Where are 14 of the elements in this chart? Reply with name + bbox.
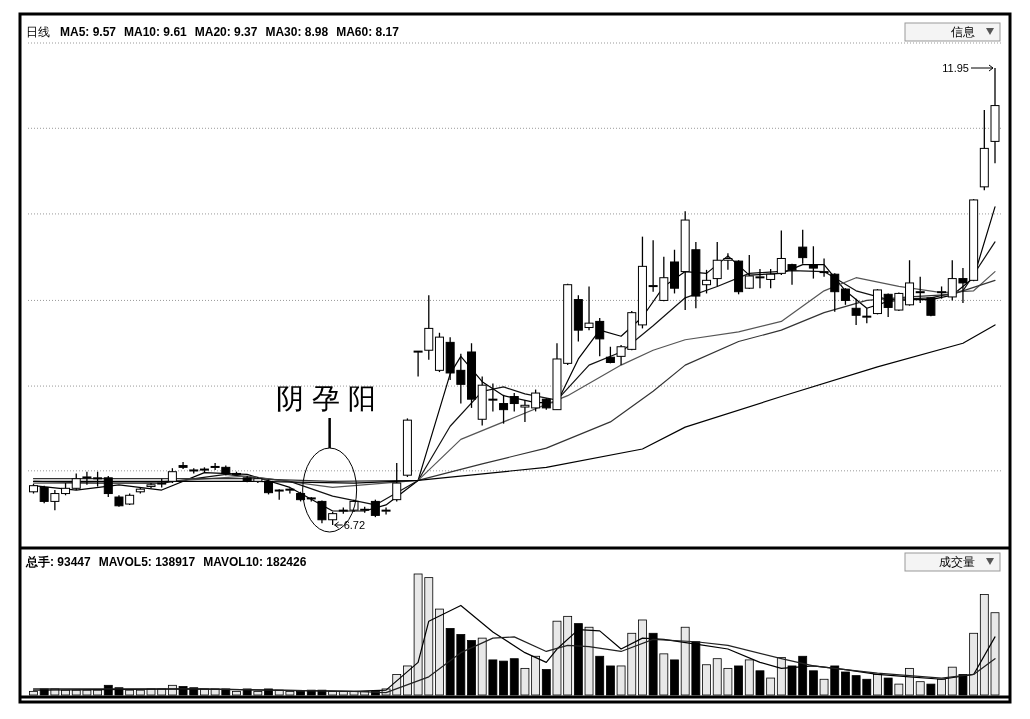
text: MA20: 9.37 bbox=[194, 25, 258, 39]
text: MA10: 9.61 bbox=[124, 25, 188, 39]
text: MAVOL5: 138917 bbox=[98, 555, 196, 569]
text: 信息 bbox=[951, 25, 975, 39]
text: MA30: 8.98 bbox=[265, 25, 329, 39]
annotation: 6.72 bbox=[343, 519, 366, 531]
chart-title: 日线 bbox=[26, 25, 50, 39]
text: MA5: 9.57 bbox=[60, 25, 117, 39]
text: MAVOL10: 182426 bbox=[203, 555, 307, 569]
text: 成交量 bbox=[939, 555, 975, 569]
annotation: 阴孕阳 bbox=[275, 382, 384, 415]
annotation: 11.95 bbox=[942, 62, 969, 74]
text: 总手: 93447 bbox=[25, 555, 92, 569]
text: MA60: 8.17 bbox=[336, 25, 400, 39]
